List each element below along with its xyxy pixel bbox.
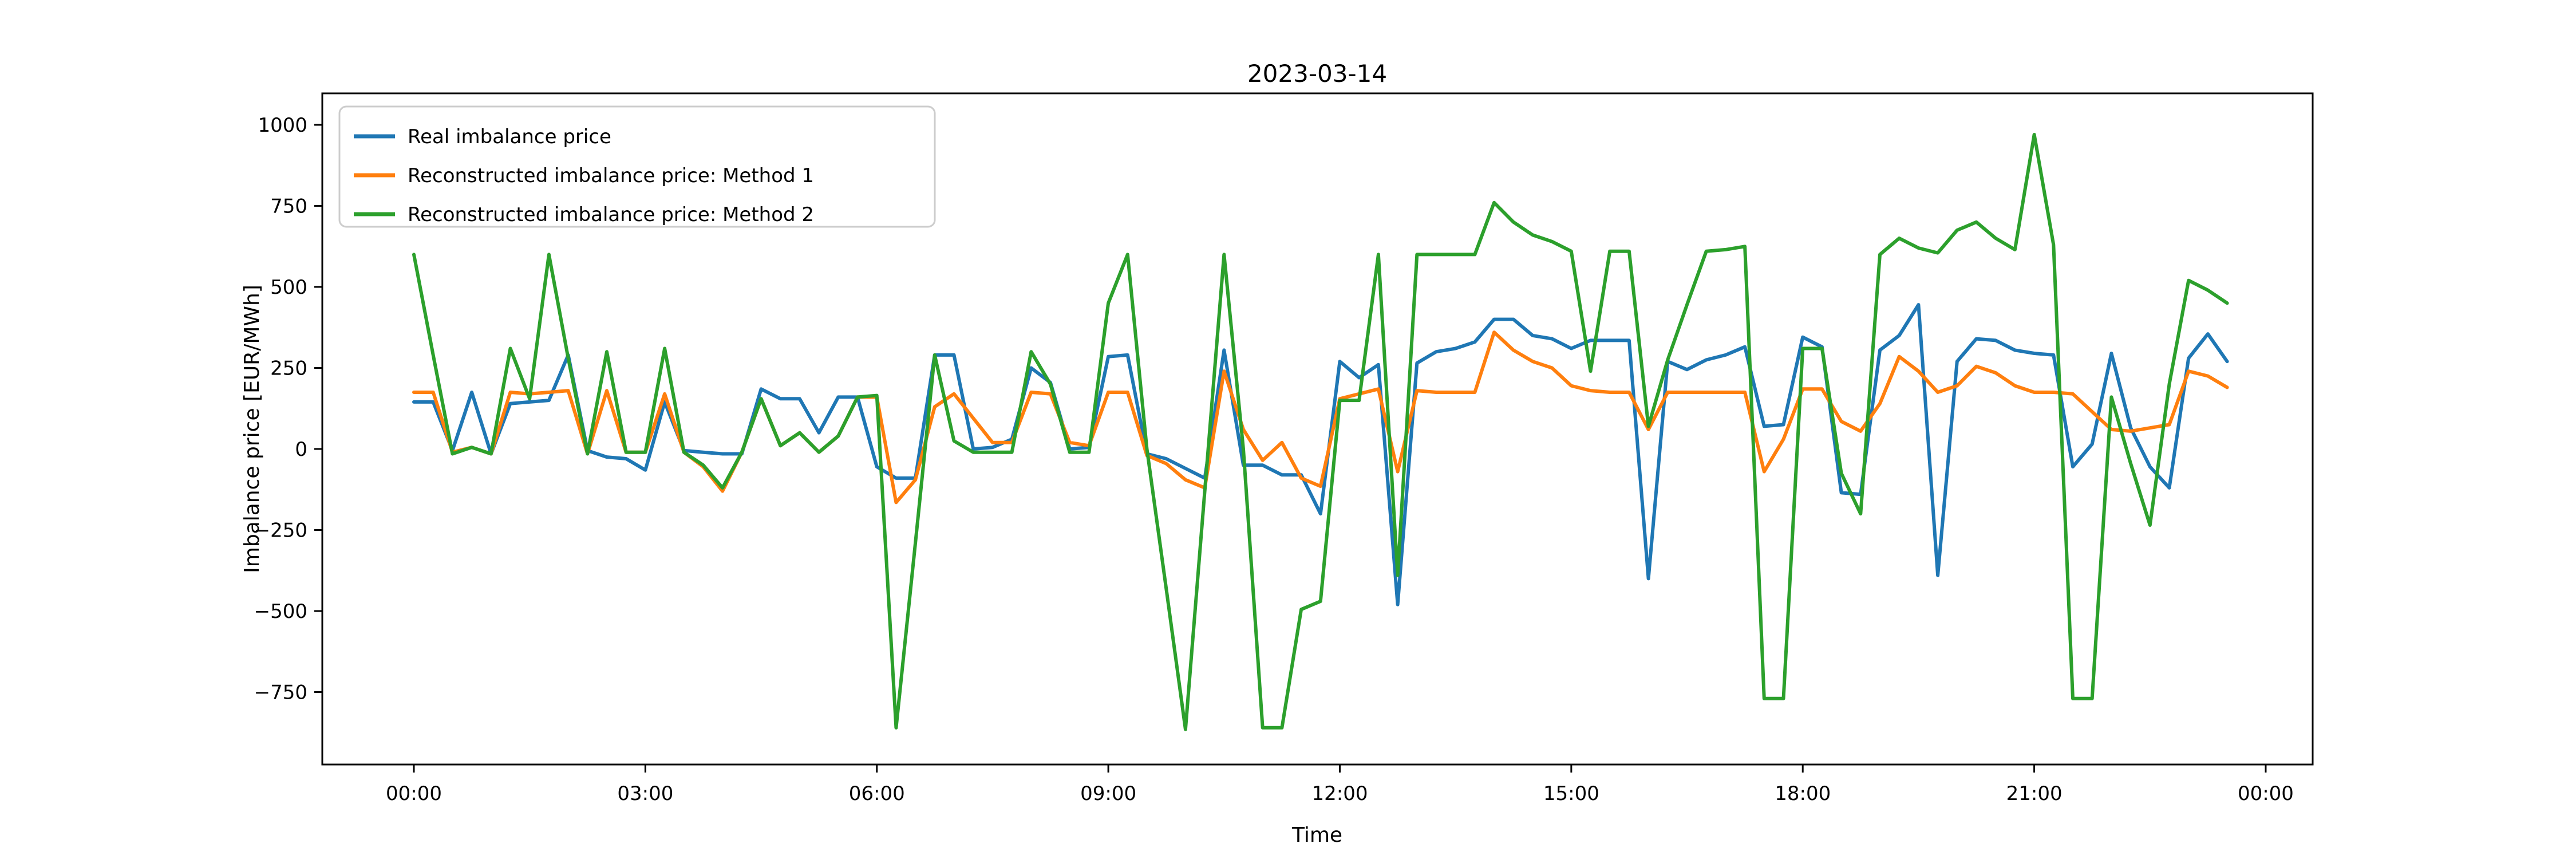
x-tick-label: 00:00 [386, 782, 442, 805]
x-axis-label: Time [1291, 823, 1342, 847]
x-tick-label: 12:00 [1311, 782, 1368, 805]
x-tick-label: 00:00 [2238, 782, 2294, 805]
legend: Real imbalance price Reconstructed imbal… [338, 105, 936, 228]
y-tick-label: 500 [270, 276, 307, 299]
y-tick-label: −500 [254, 600, 307, 623]
x-tick-label: 06:00 [849, 782, 905, 805]
series-real-line [412, 303, 2229, 606]
chart-title: 2023-03-14 [1247, 60, 1387, 88]
x-tick-label: 15:00 [1543, 782, 1599, 805]
y-tick-label: 250 [270, 357, 307, 380]
x-tick-label: 18:00 [1775, 782, 1831, 805]
x-tick-label: 09:00 [1080, 782, 1136, 805]
axes-frame [321, 92, 2314, 766]
y-tick-label: 750 [270, 195, 307, 218]
legend-label-real: Real imbalance price [408, 125, 611, 148]
legend-label-method2: Reconstructed imbalance price: Method 2 [408, 203, 814, 226]
legend-label-method1: Reconstructed imbalance price: Method 1 [408, 164, 814, 187]
x-tick-label: 03:00 [617, 782, 673, 805]
x-axis-ticks: 00:00 03:00 06:00 09:00 12:00 15:00 18:00 21:00… [386, 765, 2294, 805]
y-axis-label: Imbalance price [EUR/MWh] [240, 285, 264, 573]
y-tick-label: 1000 [258, 114, 307, 137]
series-method2-line [412, 133, 2229, 731]
series-method1-line [412, 330, 2229, 505]
legend-item-real: Real imbalance price [354, 125, 611, 148]
y-tick-label: 0 [295, 438, 307, 461]
legend-item-method2: Reconstructed imbalance price: Method 2 [354, 203, 814, 226]
series-lines [412, 133, 2229, 731]
y-tick-label: −250 [254, 519, 307, 542]
legend-item-method1: Reconstructed imbalance price: Method 1 [354, 164, 814, 187]
x-tick-label: 21:00 [2006, 782, 2063, 805]
y-axis-ticks: 1000 750 500 250 0 −250 −500 −750 [254, 114, 322, 704]
legend-box [338, 105, 936, 228]
y-tick-label: −750 [254, 681, 307, 704]
